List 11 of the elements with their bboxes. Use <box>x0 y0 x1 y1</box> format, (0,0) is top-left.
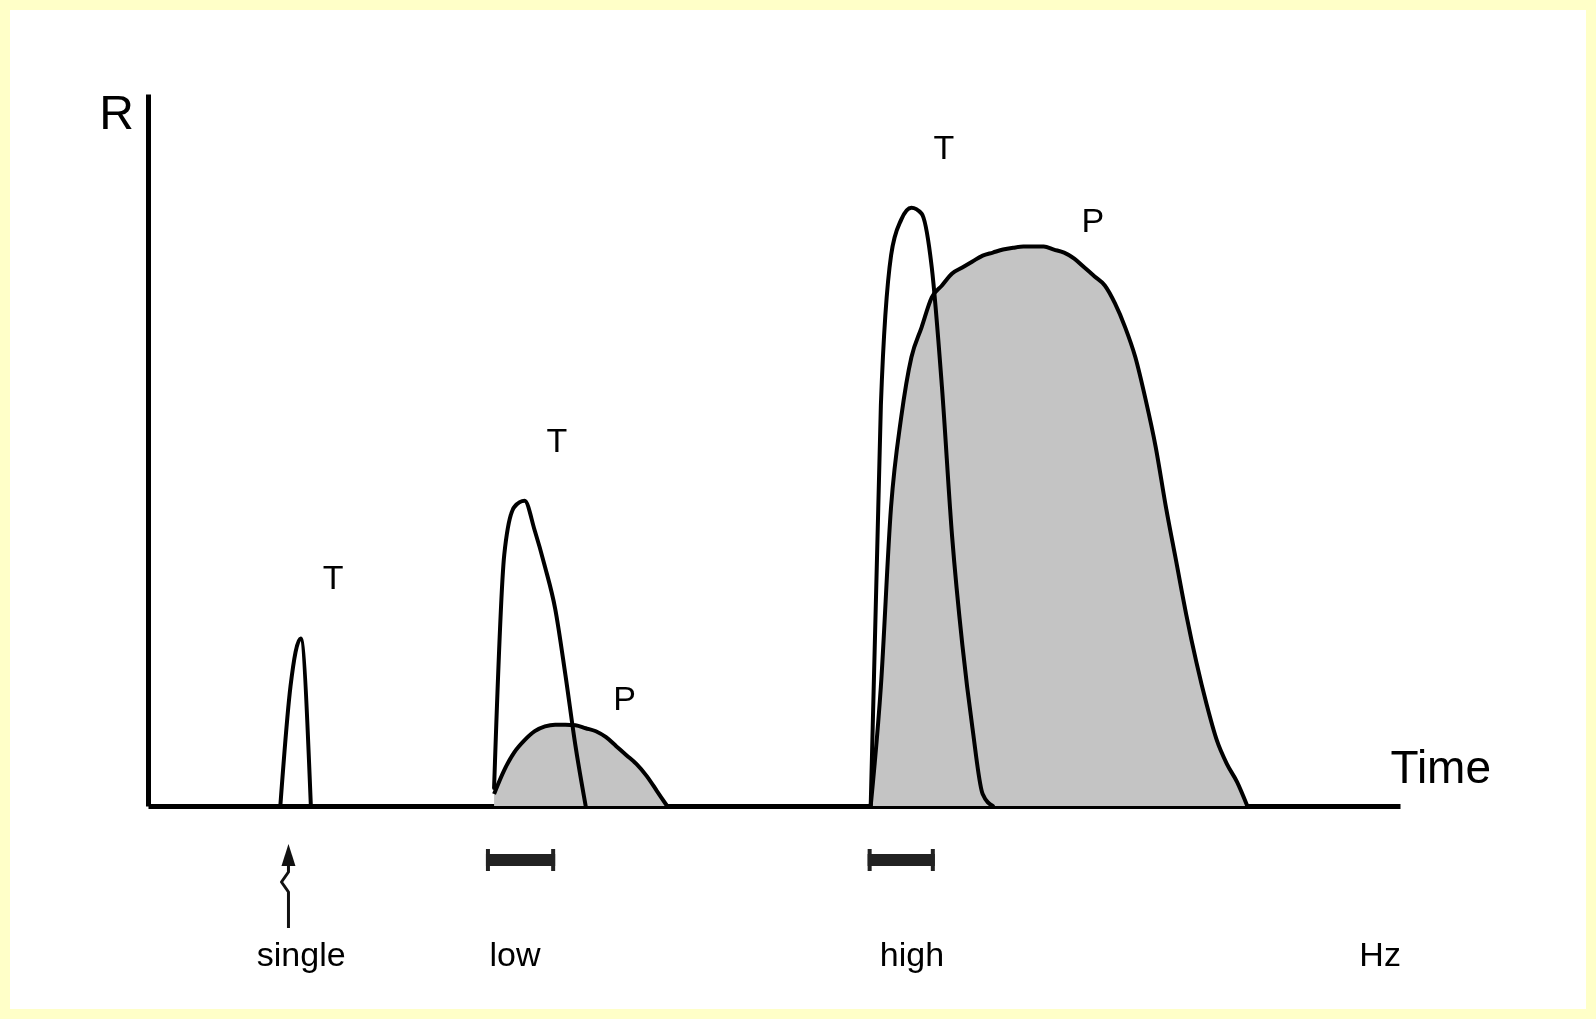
y-axis-title: R <box>99 85 134 139</box>
series-label: T <box>546 420 568 459</box>
series-label: T <box>933 127 955 166</box>
series-label: P <box>1081 200 1105 239</box>
x-tick-label: single <box>256 934 346 973</box>
series-label: T <box>322 558 344 597</box>
x-tick-label: high <box>879 934 945 973</box>
x-axis-title: Time <box>1390 740 1492 793</box>
x-tick-label: Hz <box>1359 934 1401 973</box>
series-label: P <box>613 678 636 717</box>
x-tick-label: low <box>489 934 541 973</box>
